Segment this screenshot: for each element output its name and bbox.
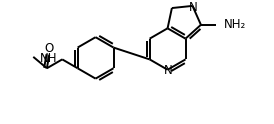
Text: N: N	[189, 1, 198, 14]
Text: NH₂: NH₂	[224, 18, 246, 31]
Text: O: O	[45, 42, 54, 55]
Text: NH: NH	[40, 52, 57, 65]
Text: N: N	[164, 64, 173, 77]
